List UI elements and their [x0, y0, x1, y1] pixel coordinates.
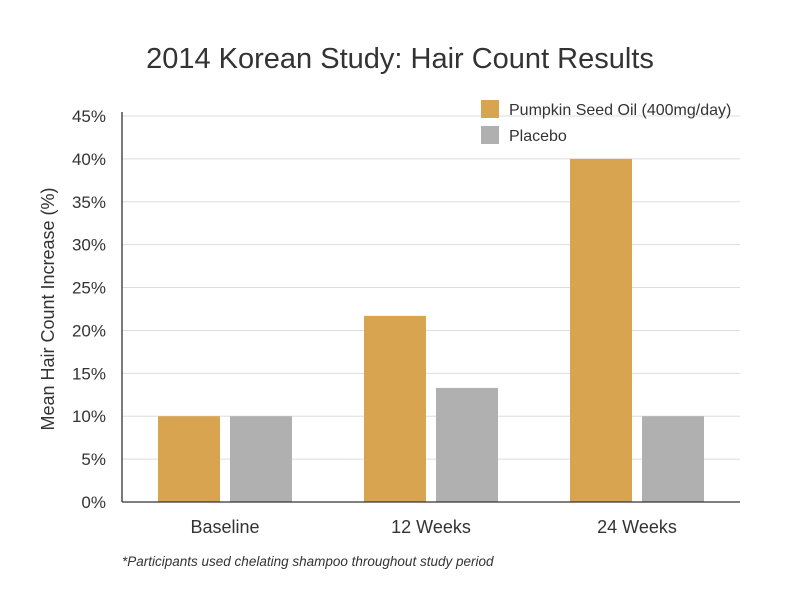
legend: Pumpkin Seed Oil (400mg/day) Placebo — [481, 100, 731, 145]
axes — [121, 112, 740, 503]
x-axis-ticks: Baseline 12 Weeks 24 Weeks — [190, 517, 676, 537]
y-tick-label: 30% — [72, 236, 106, 255]
x-tick-label: 24 Weeks — [597, 517, 677, 537]
bar — [364, 315, 426, 502]
y-tick-label: 45% — [72, 107, 106, 126]
legend-swatch — [481, 126, 499, 144]
y-tick-label: 0% — [81, 493, 106, 512]
bar — [158, 416, 220, 502]
x-tick-label: 12 Weeks — [391, 517, 471, 537]
y-tick-label: 20% — [72, 321, 106, 340]
y-tick-label: 35% — [72, 193, 106, 212]
x-tick-label: Baseline — [190, 517, 259, 537]
y-tick-label: 25% — [72, 279, 106, 298]
chart-title: 2014 Korean Study: Hair Count Results — [146, 43, 654, 75]
footnote: *Participants used chelating shampoo thr… — [122, 554, 494, 569]
bar — [230, 416, 292, 502]
bars — [158, 158, 704, 502]
y-tick-label: 15% — [72, 364, 106, 383]
legend-label: Placebo — [509, 128, 567, 145]
y-tick-label: 10% — [72, 407, 106, 426]
bar — [570, 158, 632, 502]
y-tick-label: 5% — [81, 450, 106, 469]
y-axis-label: Mean Hair Count Increase (%) — [38, 187, 58, 430]
gridlines — [122, 115, 740, 460]
bar — [436, 387, 498, 502]
bar — [642, 416, 704, 502]
y-tick-label: 40% — [72, 150, 106, 169]
legend-swatch — [481, 100, 499, 118]
legend-label: Pumpkin Seed Oil (400mg/day) — [509, 102, 731, 119]
y-axis-ticks: 0% 5% 10% 15% 20% 25% 30% 35% 40% 45% — [72, 107, 106, 512]
